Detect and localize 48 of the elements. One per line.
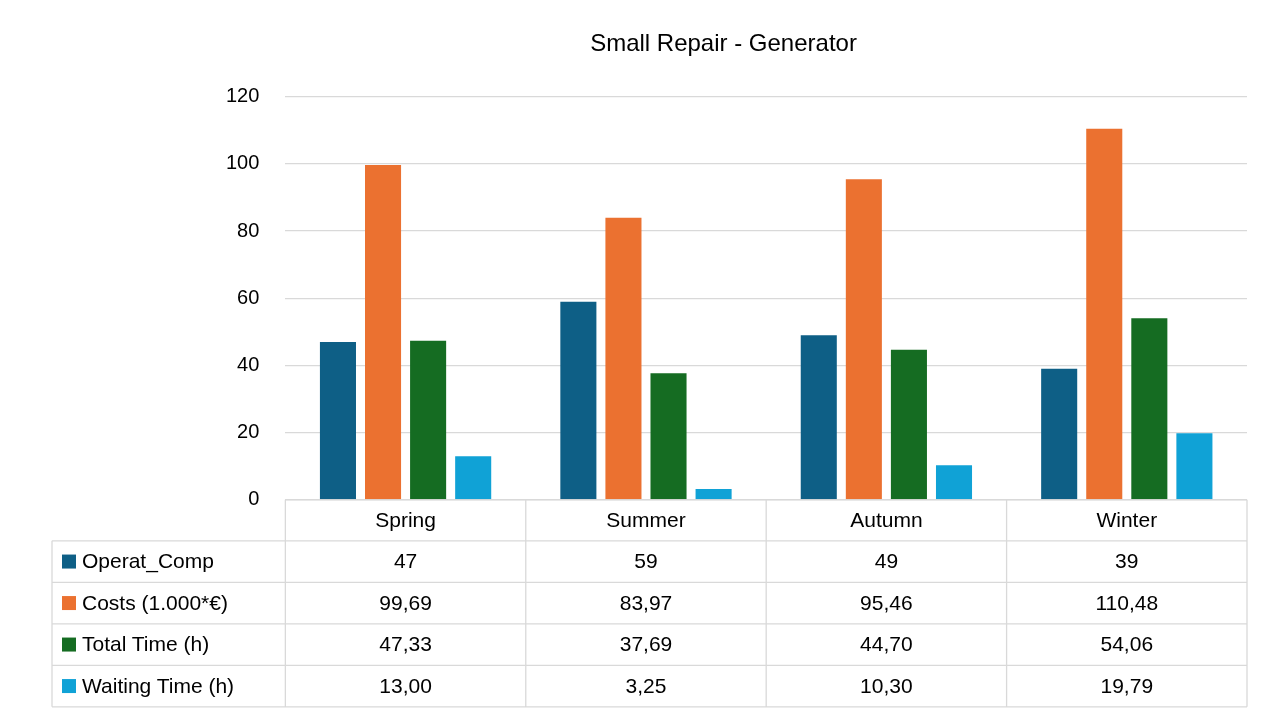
data-label: 37,69 [619,632,673,656]
data-label: 95,46 [860,590,913,614]
data-label: 13,00 [379,673,432,697]
x-tick-label: Winter [1096,508,1158,532]
data-label: 10,30 [860,673,913,697]
bar [455,456,492,500]
bar [365,165,402,500]
bar [890,349,927,500]
data-label: 19,79 [1100,673,1154,697]
bar [800,335,837,500]
legend-label: Operat_Comp [82,549,214,574]
chart-title: Small Repair - Generator [590,29,857,57]
bar [1131,318,1168,500]
y-tick-label: 20 [237,420,260,443]
bar [695,488,732,500]
bar [560,301,597,500]
legend-label: Total Time (h) [82,632,210,656]
bar [410,340,447,500]
x-tick-label: Autumn [850,508,923,532]
x-tick-label: Summer [606,508,686,532]
y-tick-label: 120 [225,84,260,107]
data-label: 39 [1115,549,1139,573]
y-tick-label: 100 [225,151,260,174]
bar [845,179,882,500]
y-tick-label: 60 [237,285,260,308]
x-tick-label: Spring [375,508,436,532]
bar [1086,128,1123,500]
data-label: 3,25 [625,673,667,697]
y-tick-label: 0 [248,487,260,510]
bar [1176,433,1213,500]
data-label: 47 [393,549,418,573]
legend-label: Costs (1.000*€) [82,590,228,614]
legend-label: Waiting Time (h) [82,673,235,697]
bar [650,373,687,500]
bar [605,217,642,500]
y-tick-label: 80 [237,218,260,241]
data-label: 49 [874,549,899,573]
data-label: 44,70 [860,632,913,656]
bar [935,465,973,500]
data-label: 59 [634,549,658,573]
data-label: 83,97 [619,590,673,614]
data-label: 47,33 [379,632,432,656]
y-tick-label: 40 [237,352,260,375]
data-label: 54,06 [1100,632,1154,656]
data-label: 99,69 [379,590,432,614]
bar [1041,368,1078,500]
data-label: 110,48 [1095,590,1159,614]
bar [319,341,356,500]
